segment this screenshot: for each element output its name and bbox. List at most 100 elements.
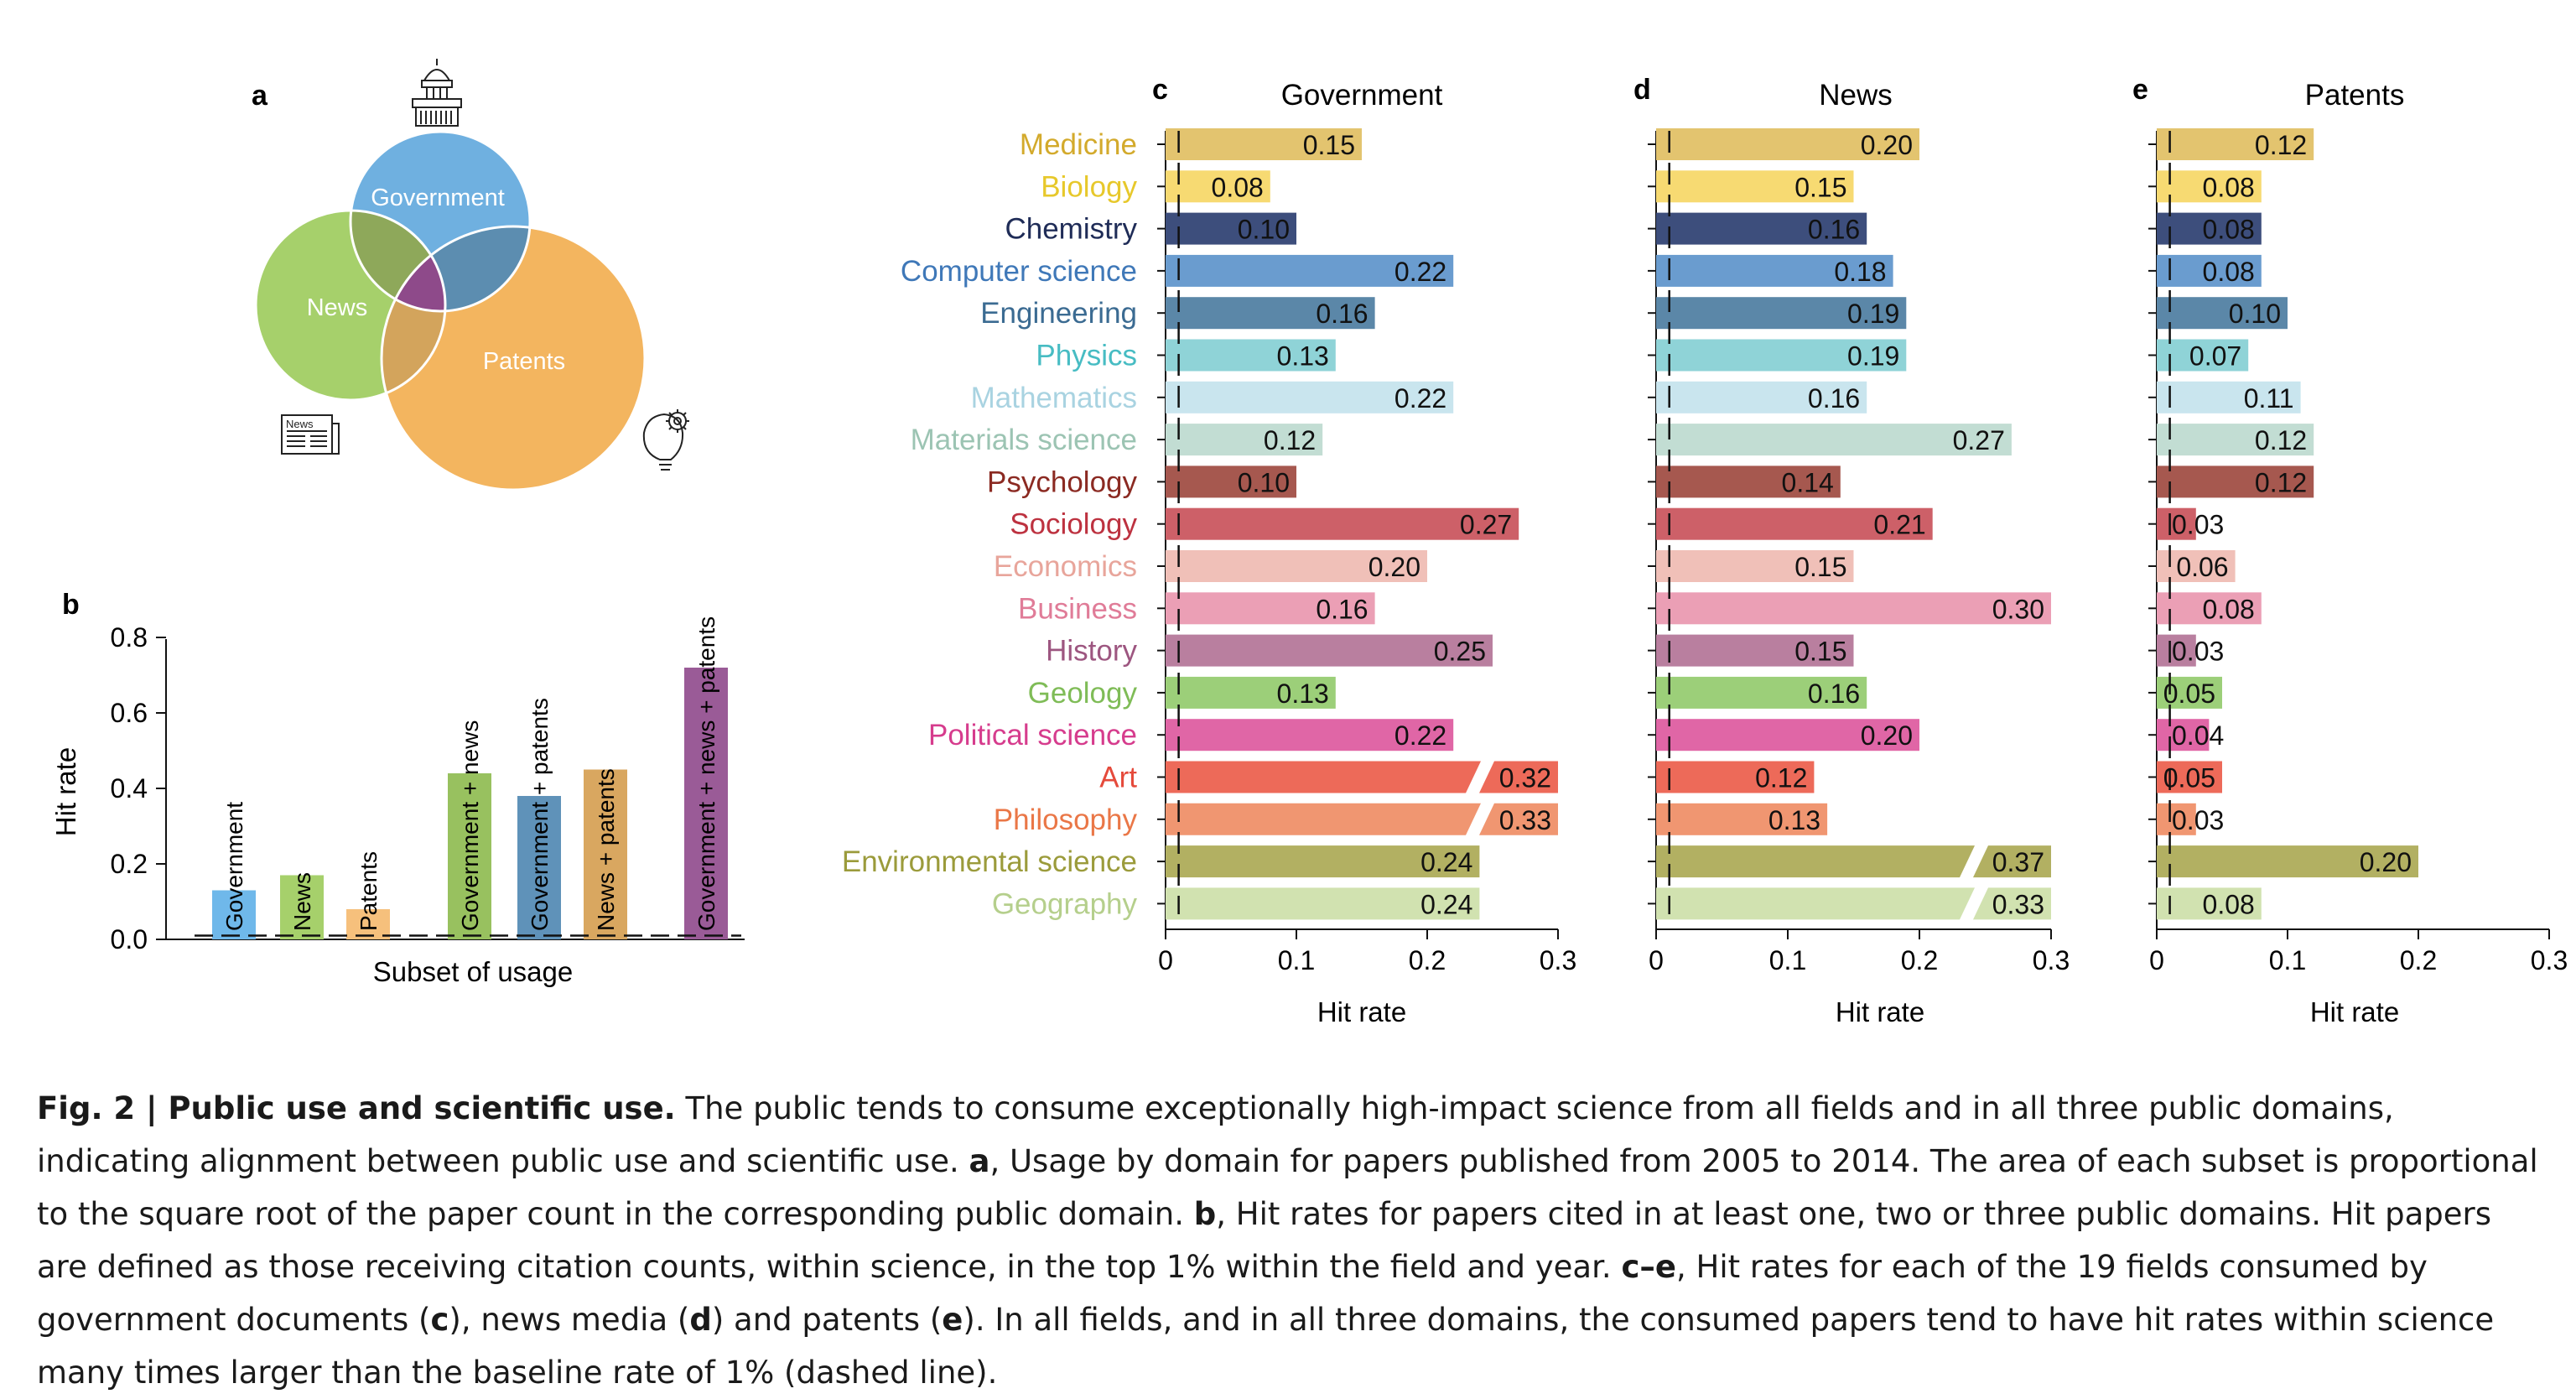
bar (2157, 592, 2262, 625)
bar-value-label: 0.22 (1394, 383, 1446, 413)
panel-b-bar (212, 890, 256, 939)
bar-segment (1656, 887, 1975, 920)
bar (2157, 761, 2222, 793)
x-tick-label: 0 (1649, 945, 1664, 975)
panel-b-y-tick-label: 0.2 (111, 849, 148, 879)
panel-b-bar-label: Government (221, 802, 247, 931)
panel-e-x-axis-label: Hit rate (2310, 996, 2399, 1027)
caption-text-5: ), news media ( (449, 1302, 690, 1338)
panel-e-title: Patents (2305, 79, 2405, 112)
bar-value-label: 0.08 (2203, 172, 2255, 202)
bar (1656, 592, 2051, 625)
bar-value-label: 0.27 (1953, 425, 2005, 455)
bar (2157, 676, 2222, 709)
bar (1166, 592, 1375, 625)
x-tick-label: 0.3 (2531, 945, 2568, 975)
bar-segment (1479, 803, 1558, 835)
bar (2157, 465, 2314, 498)
panel-b-bar (280, 875, 324, 939)
bar-value-label: 0.19 (1847, 299, 1899, 329)
bar-value-label: 0.15 (1794, 172, 1846, 202)
panel-b-y-axis-label: Hit rate (50, 747, 81, 836)
bar-value-label: 0.13 (1277, 341, 1329, 372)
x-tick-label: 0.2 (1901, 945, 1938, 975)
field-label: Philosophy (994, 804, 1138, 836)
field-label: Psychology (987, 465, 1137, 498)
bar-value-label: 0.16 (1808, 679, 1860, 709)
field-label: Geology (1028, 677, 1138, 710)
bar (1166, 634, 1493, 667)
x-tick-label: 0.1 (1769, 945, 1806, 975)
bar-segment (1656, 845, 1975, 878)
x-tick-label: 0.3 (2033, 945, 2070, 975)
bar (2157, 634, 2196, 667)
field-label: Art (1099, 762, 1137, 794)
bar (1166, 676, 1336, 709)
capitol-icon (412, 59, 462, 127)
caption-text-2: , Usage by domain for papers published f… (37, 1143, 2538, 1232)
bar (1656, 424, 2012, 456)
bar-value-label: 0.12 (2255, 130, 2307, 160)
panel-c-government: 0 0.1 0.2 0.3 0.15 0.08 0.10 0.22 0.16 0.13 0.22 0.… (1157, 128, 1576, 975)
bar-value-label: 0.15 (1794, 552, 1846, 582)
caption-ref-e: e (942, 1302, 963, 1338)
bar-value-label: 0.25 (1434, 637, 1486, 667)
bar (2157, 297, 2288, 330)
bar (1656, 170, 1854, 203)
bar (1166, 719, 1454, 752)
panel-b-bar-label: Patents (356, 851, 382, 931)
panel-b-bar (584, 769, 627, 939)
bar-value-label: 0.32 (1499, 763, 1551, 793)
bar-value-label: 0.08 (2203, 889, 2255, 919)
field-label: Business (1018, 592, 1137, 625)
caption-ref-d: d (689, 1302, 712, 1338)
bar-value-label: 0.08 (2203, 594, 2255, 624)
bar-value-label: 0.33 (1499, 805, 1551, 835)
bar-value-label: 0.20 (1861, 130, 1913, 160)
field-label: Geography (992, 887, 1138, 920)
bar (1656, 676, 1867, 709)
bar (1166, 845, 1480, 878)
bar (1166, 465, 1296, 498)
bar (2157, 803, 2196, 835)
panel-c-x-axis-label: Hit rate (1317, 996, 1406, 1027)
bar (1166, 507, 1519, 540)
panel-d-news: 0 0.1 0.2 0.30.200.150.160.180.190.190.160.… (1648, 128, 2070, 975)
panel-d-x-axis-label: Hit rate (1836, 996, 1924, 1027)
bar (1166, 254, 1454, 287)
bar (1656, 634, 1854, 667)
panel-b-bar (346, 909, 390, 939)
panel-b-bar-label: Government + patents (527, 698, 553, 931)
field-label: Mathematics (971, 382, 1137, 414)
bar-segment (1166, 803, 1481, 835)
panel-b-y-tick-label: 0.8 (111, 622, 148, 653)
panel-b-bar (517, 796, 561, 939)
bar (1656, 550, 1854, 582)
bar-value-label: 0.16 (1808, 215, 1860, 245)
x-tick-label: 0.1 (1278, 945, 1315, 975)
bar-value-label: 0.13 (1277, 679, 1329, 709)
bar (2157, 424, 2314, 456)
venn-diagram: Government News Patents News (254, 59, 689, 491)
caption-ref-c-e: c–e (1621, 1249, 1676, 1285)
panel-b-y-tick-label: 0.0 (111, 924, 148, 954)
field-label: Environmental science (842, 845, 1137, 878)
panel-e-patents: 0 0.1 0.2 0.30.120.080.080.080.100.070.110.… (2148, 128, 2568, 975)
bar (1656, 507, 1933, 540)
x-tick-label: 0 (2149, 945, 2164, 975)
bar-value-label: 0.10 (2229, 299, 2281, 329)
bar-value-label: 0.11 (2244, 383, 2294, 413)
caption-text-4: , Hit rates for each of the 19 fields co… (37, 1249, 2428, 1338)
bar-value-label: 0.12 (1755, 763, 1807, 793)
panel-letter-b: b (62, 589, 80, 621)
bar-value-label: 0.10 (1238, 215, 1290, 245)
bar (2157, 507, 2196, 540)
bar-value-label: 0.22 (1394, 720, 1446, 751)
field-label: Medicine (1020, 128, 1137, 161)
bar-value-label: 0.12 (2255, 425, 2307, 455)
bar (1656, 212, 1867, 245)
bar (1656, 761, 1815, 793)
panel-c-title: Government (1281, 79, 1443, 112)
bar (2157, 254, 2262, 287)
